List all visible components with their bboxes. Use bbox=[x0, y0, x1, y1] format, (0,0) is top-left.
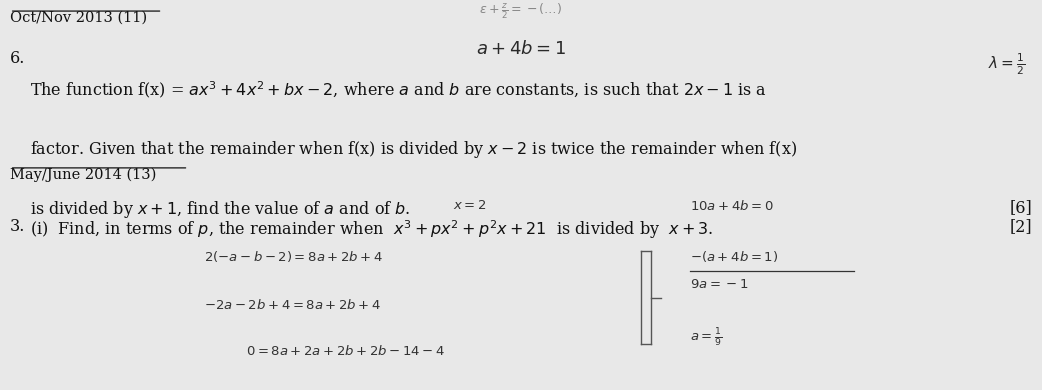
Text: 3.: 3. bbox=[9, 218, 25, 235]
Text: $-(a + 4b = 1)$: $-(a + 4b = 1)$ bbox=[691, 249, 778, 264]
Text: (i)  Find, in terms of $p$, the remainder when  $x^3 + px^2 + p^2x + 21$  is div: (i) Find, in terms of $p$, the remainder… bbox=[30, 218, 714, 241]
Text: $2(-a - b - 2) = 8a + 2b + 4$: $2(-a - b - 2) = 8a + 2b + 4$ bbox=[204, 249, 383, 264]
Text: [6]: [6] bbox=[1010, 199, 1033, 216]
Text: [2]: [2] bbox=[1010, 218, 1033, 235]
Text: $a = \frac{1}{9}$: $a = \frac{1}{9}$ bbox=[691, 327, 723, 349]
Text: Oct/Nov 2013 (11): Oct/Nov 2013 (11) bbox=[9, 11, 147, 25]
Text: May/June 2014 (13): May/June 2014 (13) bbox=[9, 168, 156, 182]
Text: $\varepsilon + \frac{z}{2} = -(\ldots)$: $\varepsilon + \frac{z}{2} = -(\ldots)$ bbox=[479, 2, 563, 21]
Text: $10a + 4b = 0$: $10a + 4b = 0$ bbox=[691, 199, 774, 213]
Text: $a + 4b = 1$: $a + 4b = 1$ bbox=[476, 40, 566, 58]
Text: The function f(x) = $ax^3 + 4x^2 + bx - 2$, where $a$ and $b$ are constants, is : The function f(x) = $ax^3 + 4x^2 + bx - … bbox=[30, 79, 768, 100]
Text: 6.: 6. bbox=[9, 50, 25, 67]
Text: $-2a - 2b + 4 = 8a + 2b + 4$: $-2a - 2b + 4 = 8a + 2b + 4$ bbox=[204, 298, 381, 312]
Text: $9a = -1$: $9a = -1$ bbox=[691, 278, 749, 291]
Text: $x = 2$: $x = 2$ bbox=[453, 199, 487, 212]
Text: $0 = 8a + 2a + 2b + 2b - 14 - 4$: $0 = 8a + 2a + 2b + 2b - 14 - 4$ bbox=[246, 344, 445, 358]
Text: is divided by $x + 1$, find the value of $a$ and of $b$.: is divided by $x + 1$, find the value of… bbox=[30, 199, 411, 220]
Text: factor. Given that the remainder when f(x) is divided by $x - 2$ is twice the re: factor. Given that the remainder when f(… bbox=[30, 139, 798, 160]
Text: $\lambda = \frac{1}{2}$: $\lambda = \frac{1}{2}$ bbox=[988, 52, 1025, 77]
